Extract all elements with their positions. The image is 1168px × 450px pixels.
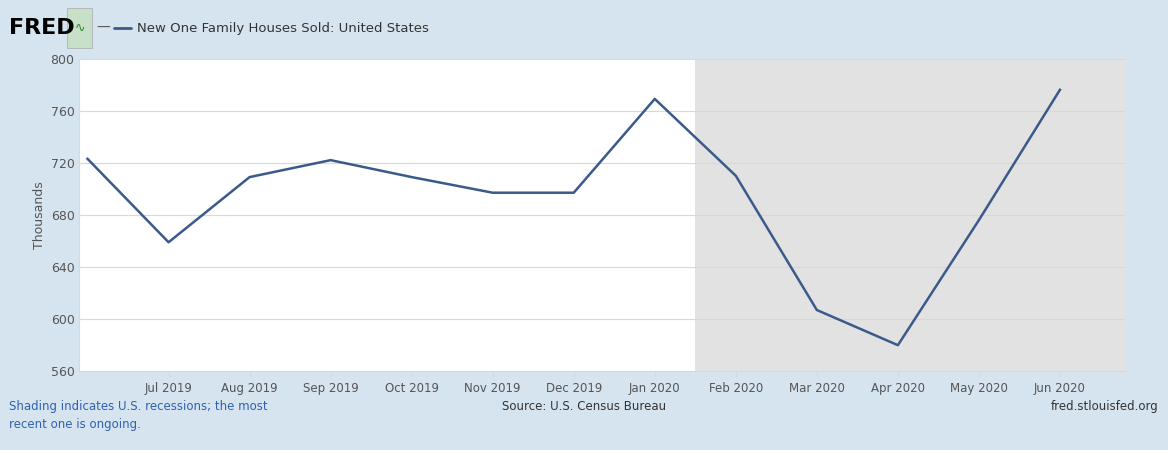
Text: fred.stlouisfed.org: fred.stlouisfed.org	[1051, 400, 1159, 413]
Text: Source: U.S. Census Bureau: Source: U.S. Census Bureau	[502, 400, 666, 413]
Text: New One Family Houses Sold: United States: New One Family Houses Sold: United State…	[137, 22, 429, 35]
Text: ∿: ∿	[75, 22, 84, 35]
Y-axis label: Thousands: Thousands	[34, 181, 47, 249]
Bar	[695, 58, 1141, 371]
Text: —: —	[96, 21, 110, 35]
Text: Shading indicates U.S. recessions; the most
recent one is ongoing.: Shading indicates U.S. recessions; the m…	[9, 400, 267, 431]
Bar	[79, 58, 695, 371]
Text: FRED: FRED	[9, 18, 75, 38]
FancyBboxPatch shape	[67, 9, 92, 48]
